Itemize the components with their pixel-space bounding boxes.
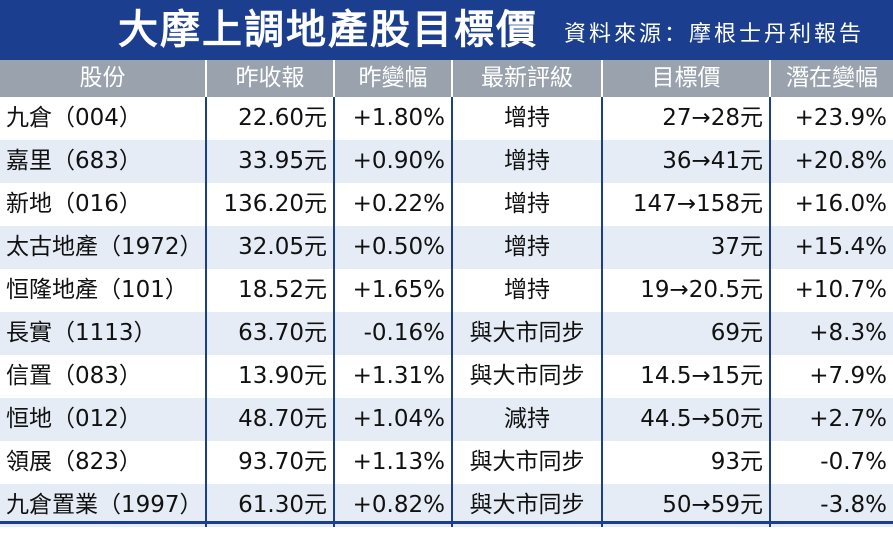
cell-close: 63.70元 [206, 312, 335, 355]
cell-stock: 太古地產（1972） [0, 226, 207, 269]
cell-upside: -0.7% [770, 441, 893, 484]
cell-rating: 增持 [452, 269, 603, 312]
cell-change: +1.13% [334, 441, 453, 484]
cell-rating: 增持 [452, 140, 603, 183]
source-note: 資料來源：摩根士丹利報告 [564, 22, 865, 47]
cell-upside: +10.7% [770, 269, 893, 312]
cell-stock: 新地（016） [0, 183, 207, 226]
table-row: 信置（083） 13.90元 +1.31% 與大市同步 14.5→15元 +7.… [0, 355, 893, 398]
cell-close: 61.30元 [206, 484, 335, 527]
cell-rating: 與大市同步 [452, 484, 603, 527]
table-row: 新地（016） 136.20元 +0.22% 增持 147→158元 +16.0… [0, 183, 893, 226]
cell-target: 19→20.5元 [602, 269, 771, 312]
cell-rating: 與大市同步 [452, 312, 603, 355]
cell-upside: +20.8% [770, 140, 893, 183]
cell-upside: +15.4% [770, 226, 893, 269]
cell-stock: 長實（1113） [0, 312, 207, 355]
cell-rating: 與大市同步 [452, 355, 603, 398]
header-change: 昨變幅 [334, 60, 453, 97]
table-row: 領展（823） 93.70元 +1.13% 與大市同步 93元 -0.7% [0, 441, 893, 484]
cell-close: 93.70元 [206, 441, 335, 484]
cell-close: 48.70元 [206, 398, 335, 441]
cell-stock: 恒地（012） [0, 398, 207, 441]
target-price-table: 股份 昨收報 昨變幅 最新評級 目標價 潛在變幅 九倉（004） 22.60元 … [0, 60, 893, 527]
cell-upside: +2.7% [770, 398, 893, 441]
cell-change: +0.82% [334, 484, 453, 527]
header-row: 股份 昨收報 昨變幅 最新評級 目標價 潛在變幅 [0, 60, 893, 97]
table-row: 長實（1113） 63.70元 -0.16% 與大市同步 69元 +8.3% [0, 312, 893, 355]
table-row: 恒隆地產（101） 18.52元 +1.65% 增持 19→20.5元 +10.… [0, 269, 893, 312]
cell-upside: +23.9% [770, 97, 893, 140]
bottom-rule [0, 521, 893, 524]
cell-stock: 九倉（004） [0, 97, 207, 140]
cell-close: 136.20元 [206, 183, 335, 226]
cell-upside: +16.0% [770, 183, 893, 226]
cell-close: 33.95元 [206, 140, 335, 183]
cell-close: 18.52元 [206, 269, 335, 312]
cell-change: +1.31% [334, 355, 453, 398]
header-stock: 股份 [0, 60, 207, 97]
cell-target: 50→59元 [602, 484, 771, 527]
cell-rating: 增持 [452, 226, 603, 269]
cell-upside: +7.9% [770, 355, 893, 398]
cell-rating: 增持 [452, 97, 603, 140]
cell-change: +1.65% [334, 269, 453, 312]
cell-change: +1.04% [334, 398, 453, 441]
cell-close: 22.60元 [206, 97, 335, 140]
cell-rating: 增持 [452, 183, 603, 226]
cell-upside: -3.8% [770, 484, 893, 527]
cell-target: 14.5→15元 [602, 355, 771, 398]
cell-change: +0.22% [334, 183, 453, 226]
header-upside: 潛在變幅 [770, 60, 893, 97]
table-row: 九倉置業（1997） 61.30元 +0.82% 與大市同步 50→59元 -3… [0, 484, 893, 527]
cell-target: 37元 [602, 226, 771, 269]
cell-close: 13.90元 [206, 355, 335, 398]
cell-stock: 領展（823） [0, 441, 207, 484]
cell-change: +0.50% [334, 226, 453, 269]
cell-change: -0.16% [334, 312, 453, 355]
cell-target: 93元 [602, 441, 771, 484]
page-title: 大摩上調地產股目標價 [118, 7, 538, 53]
cell-change: +0.90% [334, 140, 453, 183]
cell-change: +1.80% [334, 97, 453, 140]
header-target: 目標價 [602, 60, 771, 97]
header-close: 昨收報 [206, 60, 335, 97]
cell-stock: 九倉置業（1997） [0, 484, 207, 527]
cell-target: 69元 [602, 312, 771, 355]
cell-upside: +8.3% [770, 312, 893, 355]
cell-target: 36→41元 [602, 140, 771, 183]
table-row: 九倉（004） 22.60元 +1.80% 增持 27→28元 +23.9% [0, 97, 893, 140]
table-row: 恒地（012） 48.70元 +1.04% 減持 44.5→50元 +2.7% [0, 398, 893, 441]
cell-target: 27→28元 [602, 97, 771, 140]
cell-rating: 減持 [452, 398, 603, 441]
cell-target: 147→158元 [602, 183, 771, 226]
cell-stock: 信置（083） [0, 355, 207, 398]
table-row: 嘉里（683） 33.95元 +0.90% 增持 36→41元 +20.8% [0, 140, 893, 183]
title-bar: 大摩上調地產股目標價 資料來源：摩根士丹利報告 [0, 0, 893, 60]
cell-stock: 嘉里（683） [0, 140, 207, 183]
cell-rating: 與大市同步 [452, 441, 603, 484]
table-row: 太古地產（1972） 32.05元 +0.50% 增持 37元 +15.4% [0, 226, 893, 269]
header-rating: 最新評級 [452, 60, 603, 97]
cell-stock: 恒隆地產（101） [0, 269, 207, 312]
cell-close: 32.05元 [206, 226, 335, 269]
cell-target: 44.5→50元 [602, 398, 771, 441]
